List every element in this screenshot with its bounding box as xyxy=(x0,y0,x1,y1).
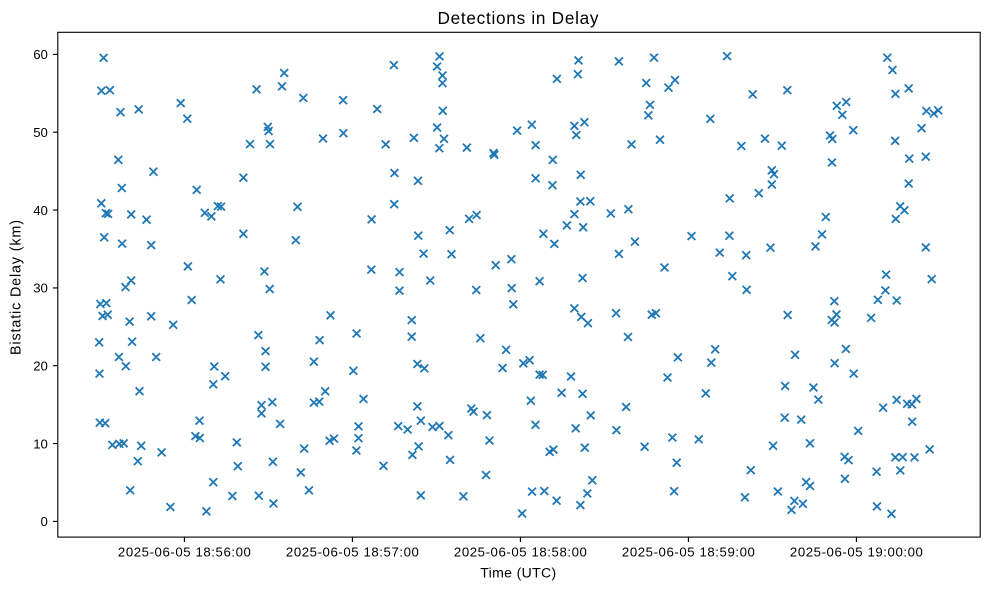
svg-text:Bistatic Delay (km): Bistatic Delay (km) xyxy=(8,220,24,355)
svg-text:60: 60 xyxy=(33,47,48,62)
svg-text:10: 10 xyxy=(33,436,48,451)
svg-text:0: 0 xyxy=(41,514,48,529)
svg-text:2025-06-05 18:56:00: 2025-06-05 18:56:00 xyxy=(118,545,251,560)
svg-text:2025-06-05 19:00:00: 2025-06-05 19:00:00 xyxy=(790,545,923,560)
svg-text:40: 40 xyxy=(33,203,48,218)
svg-text:20: 20 xyxy=(33,359,48,374)
svg-text:Detections in Delay: Detections in Delay xyxy=(438,8,599,28)
svg-text:2025-06-05 18:57:00: 2025-06-05 18:57:00 xyxy=(286,545,419,560)
svg-text:50: 50 xyxy=(33,125,48,140)
svg-text:2025-06-05 18:58:00: 2025-06-05 18:58:00 xyxy=(454,545,587,560)
svg-text:Time (UTC): Time (UTC) xyxy=(480,564,556,580)
svg-text:30: 30 xyxy=(33,281,48,296)
svg-text:2025-06-05 18:59:00: 2025-06-05 18:59:00 xyxy=(622,545,755,560)
